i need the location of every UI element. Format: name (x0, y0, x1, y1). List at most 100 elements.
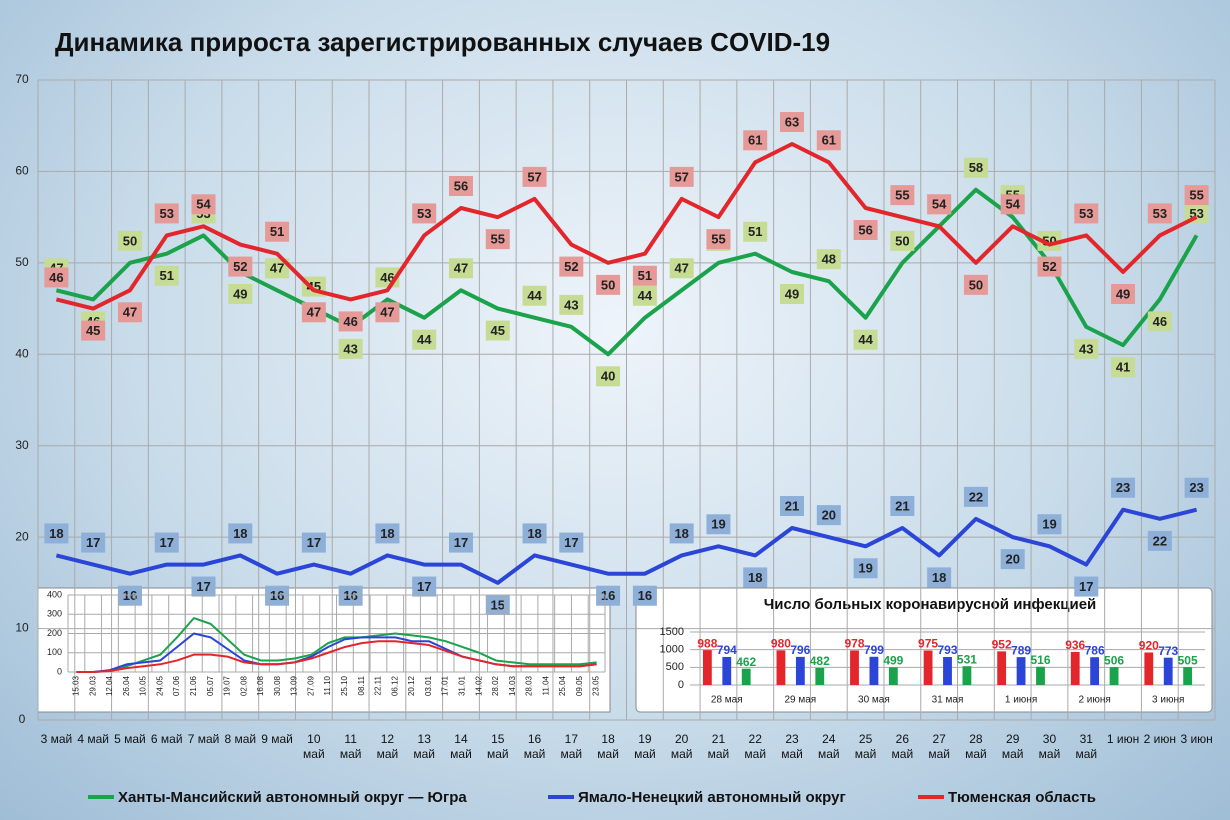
y-tick-label: 70 (15, 72, 29, 86)
data-label: 506 (1104, 653, 1124, 667)
y-tick-label: 500 (666, 661, 684, 673)
data-label-box (228, 523, 253, 544)
x-tick-label: 30.08 (273, 675, 282, 696)
data-label: 793 (937, 643, 957, 657)
data-label: 16 (638, 588, 652, 603)
data-label: 55 (1189, 188, 1203, 203)
data-label: 52 (233, 259, 247, 274)
data-label: 20 (1005, 552, 1019, 567)
data-label: 61 (822, 133, 836, 148)
data-label-box (559, 294, 584, 315)
data-label-box (1000, 549, 1025, 570)
x-tick-label: 07.06 (172, 675, 181, 696)
y-tick-label: 0 (678, 679, 684, 691)
bar (741, 668, 751, 685)
data-label-box (632, 285, 657, 306)
data-label: 54 (932, 197, 947, 212)
bar (1070, 651, 1080, 685)
x-tick-label: 3 июня (1152, 695, 1184, 706)
data-label-box (265, 258, 290, 279)
data-label: 46 (380, 270, 394, 285)
x-tick-label: 3 май (40, 732, 73, 746)
data-label: 516 (1030, 653, 1050, 667)
x-tick-label: 28.02 (491, 675, 500, 696)
data-label-box (448, 532, 473, 553)
x-tick-label: 10 май (303, 732, 325, 761)
data-label: 63 (785, 114, 799, 129)
data-label: 47 (674, 261, 688, 276)
x-tick-label: 19 май (634, 732, 656, 761)
x-tick-label: 25.10 (340, 675, 349, 696)
bar (795, 656, 805, 685)
data-label: 53 (417, 206, 431, 221)
data-label: 975 (918, 637, 938, 651)
x-tick-label: 20.12 (407, 675, 416, 696)
x-tick-label: 29 май (1001, 732, 1024, 761)
y-tick-label: 100 (47, 647, 62, 657)
data-label-box (1184, 185, 1209, 206)
data-label-box (596, 274, 621, 295)
bar (1036, 666, 1045, 685)
data-label-box (816, 505, 841, 526)
data-label: 48 (822, 252, 836, 267)
data-label-box (154, 265, 179, 286)
data-label-box (338, 338, 363, 359)
data-label: 50 (895, 233, 909, 248)
y-tick-label: 1500 (660, 626, 684, 638)
data-label-box (191, 576, 216, 597)
data-label: 21 (895, 498, 909, 513)
data-label: 57 (527, 169, 541, 184)
data-label: 55 (895, 188, 909, 203)
x-tick-label: 22.11 (374, 675, 383, 695)
x-tick-label: 13.09 (290, 675, 299, 696)
data-label: 54 (196, 197, 211, 212)
x-tick-label: 10.05 (139, 675, 148, 696)
data-label-box (1074, 576, 1099, 597)
data-label: 51 (160, 268, 174, 283)
x-tick-label: 09.05 (575, 675, 584, 696)
y-tick-label: 20 (15, 529, 29, 543)
data-label-box (669, 166, 694, 187)
x-tick-label: 28 май (965, 732, 987, 761)
data-label-box (375, 302, 400, 323)
x-tick-label: 11.10 (323, 675, 332, 695)
y-tick-label: 40 (15, 346, 29, 360)
data-label: 43 (1079, 341, 1093, 356)
data-label-box (927, 567, 952, 588)
series-line (76, 640, 597, 673)
x-tick-label: 23.05 (592, 675, 601, 696)
x-tick-label: 16.08 (256, 675, 265, 696)
x-tick-label: 7 май (187, 732, 220, 746)
data-label: 41 (1116, 360, 1130, 375)
data-label: 794 (717, 643, 737, 657)
data-label: 18 (49, 526, 63, 541)
data-label: 17 (307, 535, 321, 550)
data-label-box (743, 567, 768, 588)
x-tick-label: 18 май (597, 732, 619, 761)
x-tick-label: 27.09 (306, 675, 315, 696)
y-tick-label: 1000 (660, 644, 684, 656)
data-label: 17 (454, 535, 468, 550)
data-label: 17 (1079, 579, 1093, 594)
data-label: 19 (858, 561, 872, 576)
data-label: 51 (748, 224, 762, 239)
bar (923, 650, 933, 685)
data-label: 49 (785, 286, 799, 301)
x-tick-label: 15.03 (72, 675, 81, 696)
data-label: 15 (491, 597, 505, 612)
data-label-box (1000, 194, 1025, 215)
bar (997, 651, 1007, 685)
data-label-box (117, 585, 142, 606)
y-tick-label: 0 (57, 666, 62, 676)
data-label-box (81, 320, 106, 341)
data-label: 16 (601, 588, 615, 603)
data-label-box (780, 112, 805, 132)
data-label: 58 (969, 160, 983, 175)
data-label-box (338, 585, 363, 606)
data-label-box (743, 130, 768, 151)
data-label-box (265, 221, 290, 242)
data-label-box (890, 185, 915, 206)
x-tick-label: 19.07 (223, 675, 232, 696)
bar (869, 656, 879, 685)
bar (1183, 667, 1193, 685)
